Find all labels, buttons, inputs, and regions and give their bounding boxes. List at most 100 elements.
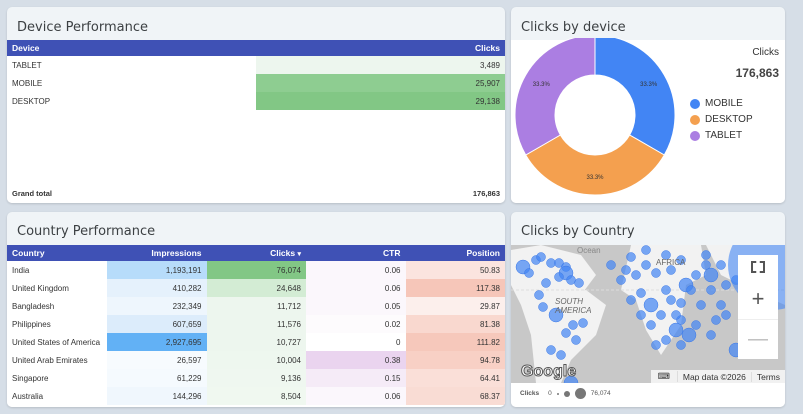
impressions-cell: 1,193,191 [107, 261, 207, 279]
country-bubble[interactable] [621, 265, 631, 275]
fullscreen-button[interactable] [738, 255, 778, 279]
country-bubble[interactable] [711, 315, 721, 325]
column-header-device[interactable]: Device [7, 40, 256, 56]
column-header-clicks[interactable]: Clicks [256, 40, 505, 56]
table-row[interactable]: TABLET 3,489 [7, 56, 505, 74]
plus-icon: + [751, 286, 765, 311]
country-bubble[interactable] [666, 265, 676, 275]
country-bubble[interactable] [701, 250, 711, 260]
legend-item-mobile[interactable]: MOBILE [690, 98, 743, 109]
country-bubble[interactable] [661, 335, 671, 345]
country-bubble[interactable] [686, 285, 696, 295]
country-bubble[interactable] [701, 260, 711, 270]
keyboard-icon[interactable]: ⌨ [651, 371, 678, 382]
country-bubble[interactable] [691, 270, 701, 280]
bubble-map[interactable]: Ocean AFRICA SOUTH AMERICA Google ⌨ Map … [511, 245, 785, 383]
country-bubble[interactable] [676, 255, 686, 265]
country-bubble[interactable] [696, 300, 706, 310]
country-bubble[interactable] [524, 268, 534, 278]
column-header-clicks[interactable]: Clicks ▾ [206, 245, 306, 261]
table-row[interactable]: Philippines 607,659 11,576 0.02 81.38 [7, 315, 505, 333]
column-header-impressions[interactable]: Impressions [107, 245, 207, 261]
country-bubble[interactable] [556, 350, 566, 360]
metric-label: Clicks [752, 47, 779, 58]
country-bubble[interactable] [721, 310, 731, 320]
table-row[interactable]: United Arab Emirates 26,597 10,004 0.38 94.7… [7, 351, 505, 369]
country-bubble[interactable] [626, 295, 636, 305]
table-row[interactable]: Bangladesh 232,349 11,712 0.05 29.87 [7, 297, 505, 315]
country-bubble[interactable] [703, 267, 719, 283]
country-bubble[interactable] [646, 320, 656, 330]
country-bubble[interactable] [643, 297, 659, 313]
country-bubble[interactable] [546, 345, 556, 355]
country-bubble[interactable] [636, 310, 646, 320]
country-bubble[interactable] [651, 340, 661, 350]
sort-desc-icon[interactable]: ▾ [297, 251, 301, 258]
country-bubble[interactable] [548, 307, 564, 323]
ctr-cell: 0.05 [306, 297, 406, 315]
table-row[interactable]: India 1,193,191 76,074 0.06 50.83 [7, 261, 505, 279]
country-bubble[interactable] [626, 252, 636, 262]
country-bubble[interactable] [563, 375, 579, 383]
country-bubble[interactable] [554, 272, 564, 282]
country-bubble[interactable] [631, 270, 641, 280]
country-bubble[interactable] [641, 245, 651, 255]
country-bubble[interactable] [706, 330, 716, 340]
country-bubble[interactable] [568, 320, 578, 330]
country-bubble[interactable] [636, 288, 646, 298]
position-cell: 29.87 [405, 297, 505, 315]
country-bubble[interactable] [566, 275, 576, 285]
slice-tablet[interactable] [514, 38, 596, 156]
country-bubble[interactable] [706, 285, 716, 295]
table-row[interactable]: United States of America 2,927,695 10,727 0… [7, 333, 505, 351]
legend-label: DESKTOP [705, 114, 753, 125]
column-header-country[interactable]: Country [7, 245, 107, 261]
terms-link[interactable]: Terms [756, 371, 780, 382]
country-bubble[interactable] [571, 335, 581, 345]
impressions-cell: 144,296 [107, 387, 207, 405]
country-bubble[interactable] [691, 320, 701, 330]
table-row[interactable]: MOBILE 25,907 [7, 74, 505, 92]
country-bubble[interactable] [676, 298, 686, 308]
country-bubble[interactable] [651, 268, 661, 278]
slice-mobile[interactable] [594, 38, 676, 156]
country-bubble[interactable] [661, 285, 671, 295]
legend-max: 76,074 [590, 390, 611, 397]
device-cell: DESKTOP [12, 96, 51, 106]
slice-desktop[interactable] [525, 134, 665, 196]
legend-item-desktop[interactable]: DESKTOP [690, 114, 753, 125]
ctr-cell: 0.06 [306, 279, 406, 297]
zoom-out-button[interactable]: — [738, 319, 778, 359]
country-bubble[interactable] [561, 328, 571, 338]
column-header-ctr[interactable]: CTR [306, 245, 406, 261]
country-bubble[interactable] [578, 318, 588, 328]
table-row[interactable]: Australia 144,296 8,504 0.06 68.37 [7, 387, 505, 405]
country-bubble[interactable] [541, 278, 551, 288]
country-bubble[interactable] [656, 310, 666, 320]
country-bubble[interactable] [606, 260, 616, 270]
country-bubble[interactable] [666, 295, 676, 305]
country-bubble[interactable] [536, 252, 546, 262]
legend-item-tablet[interactable]: TABLET [690, 130, 742, 141]
country-bubble[interactable] [546, 258, 556, 268]
country-bubble[interactable] [681, 327, 697, 343]
country-bubble[interactable] [534, 290, 544, 300]
google-logo: Google [520, 363, 577, 381]
country-bubble[interactable] [716, 260, 726, 270]
table-row[interactable]: Singapore 61,229 9,136 0.15 64.41 [7, 369, 505, 387]
impressions-cell: 410,282 [107, 279, 207, 297]
column-header-position[interactable]: Position [405, 245, 505, 261]
country-bubble[interactable] [671, 310, 681, 320]
country-bubble[interactable] [661, 250, 671, 260]
country-bubble[interactable] [668, 322, 684, 338]
country-bubble[interactable] [721, 280, 731, 290]
country-bubble[interactable] [616, 275, 626, 285]
country-bubble[interactable] [538, 302, 548, 312]
table-row[interactable]: DESKTOP 29,138 [7, 92, 505, 110]
table-row[interactable]: United Kingdom 410,282 24,648 0.06 117.38 [7, 279, 505, 297]
zoom-in-button[interactable]: + [738, 279, 778, 319]
country-bubble[interactable] [676, 340, 686, 350]
country-bubble[interactable] [641, 260, 651, 270]
country-bubble[interactable] [574, 278, 584, 288]
country-bubble[interactable] [716, 300, 726, 310]
